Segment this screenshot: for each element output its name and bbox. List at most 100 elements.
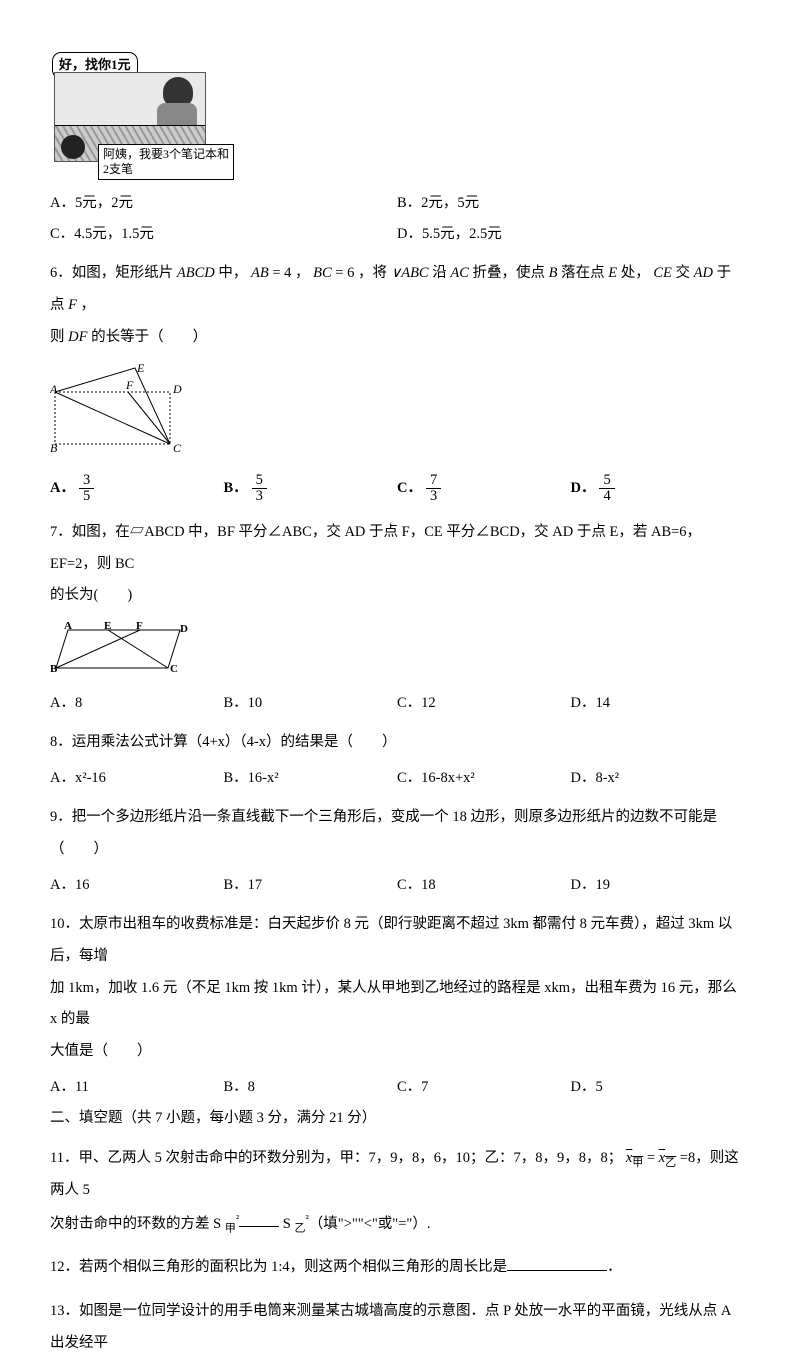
svg-text:E: E bbox=[104, 620, 111, 632]
q9-opt-a: A．16 bbox=[50, 874, 224, 897]
q6-svg: A B C D E F bbox=[50, 362, 200, 457]
q10-opt-b: B．8 bbox=[224, 1076, 398, 1099]
q6-t8: 处， bbox=[617, 265, 653, 281]
svg-text:A: A bbox=[64, 620, 72, 632]
q6-options: A．35 B．53 C．73 D．54 bbox=[50, 473, 744, 504]
q6-d-lbl: D． bbox=[571, 480, 596, 496]
svg-text:C: C bbox=[173, 441, 182, 455]
q11-jia: 甲 bbox=[632, 1156, 643, 1168]
svg-text:B: B bbox=[50, 441, 58, 455]
q6-f: F bbox=[68, 297, 77, 313]
speech-bubble-bottom: 阿姨，我要3个笔记本和2支笔 bbox=[98, 144, 234, 180]
svg-text:E: E bbox=[136, 362, 145, 375]
q7-opt-a: A．8 bbox=[50, 692, 224, 715]
q7-l2: 的长为( ) bbox=[50, 587, 132, 603]
q5-options-row2: C．4.5元，1.5元 D．5.5元，2.5元 bbox=[50, 223, 744, 246]
q6-t1: 6．如图，矩形纸片 bbox=[50, 265, 177, 281]
q6-opt-b: B．53 bbox=[224, 473, 398, 504]
q12-t: 12．若两个相似三角形的面积比为 1:4，则这两个相似三角形的周长比是 bbox=[50, 1259, 507, 1275]
q6-t2: 中， bbox=[215, 265, 251, 281]
q6-b-lbl: B． bbox=[224, 480, 248, 496]
svg-text:B: B bbox=[50, 663, 58, 675]
q6-c-lbl: C． bbox=[397, 480, 422, 496]
q11-eq: = bbox=[643, 1150, 658, 1166]
q6-opt-c: C．73 bbox=[397, 473, 571, 504]
q12-blank bbox=[507, 1256, 607, 1272]
q7-options: A．8 B．10 C．12 D．14 bbox=[50, 692, 744, 715]
q6-b-d: 3 bbox=[252, 489, 267, 504]
q7-opt-d: D．14 bbox=[571, 692, 745, 715]
q10-l2: 加 1km，加收 1.6 元（不足 1km 按 1km 计），某人从甲地到乙地经… bbox=[50, 980, 737, 1028]
question-illustration: 好，找你1元 阿姨，我要3个笔记本和2支笔 bbox=[50, 50, 230, 180]
q13-text: 13．如图是一位同学设计的用手电筒来测量某古城墙高度的示意图．点 P 处放一水平… bbox=[50, 1296, 744, 1360]
svg-text:F: F bbox=[136, 620, 143, 632]
q8-text: 8．运用乘法公式计算（4+x）（4-x）的结果是（ ） bbox=[50, 727, 744, 759]
q7-diagram: A E F D B C bbox=[50, 620, 744, 683]
q7-l1: 7．如图，在▱ABCD 中，BF 平分∠ABC，交 AD 于点 F，CE 平分∠… bbox=[50, 524, 701, 572]
q10-opt-c: C．7 bbox=[397, 1076, 571, 1099]
q8-opt-c: C．16-8x+x² bbox=[397, 767, 571, 790]
q7-text: 7．如图，在▱ABCD 中，BF 平分∠ABC，交 AD 于点 F，CE 平分∠… bbox=[50, 517, 744, 613]
svg-text:F: F bbox=[125, 378, 134, 392]
q12-period: ． bbox=[607, 1259, 622, 1275]
q7-opt-c: C．12 bbox=[397, 692, 571, 715]
q9-opt-c: C．18 bbox=[397, 874, 571, 897]
q6-a-lbl: A． bbox=[50, 480, 75, 496]
q11-yi2: 乙 bbox=[294, 1222, 305, 1234]
q6-opt-a: A．35 bbox=[50, 473, 224, 504]
q6-ce: CE bbox=[653, 265, 672, 281]
q6-d-d: 4 bbox=[599, 489, 614, 504]
q6-t6: 折叠，使点 bbox=[469, 265, 549, 281]
q6-b-n: 5 bbox=[252, 473, 267, 489]
q12-text: 12．若两个相似三角形的面积比为 1:4，则这两个相似三角形的周长比是 ． bbox=[50, 1252, 744, 1284]
q6-t5: 沿 bbox=[429, 265, 451, 281]
q6-e: E bbox=[608, 265, 617, 281]
q6-text: 6．如图，矩形纸片 ABCD 中， AB = 4 ， BC = 6 ，将 ∨AB… bbox=[50, 258, 744, 354]
q10-options: A．11 B．8 C．7 D．5 bbox=[50, 1076, 744, 1099]
q11-text: 11．甲、乙两人 5 次射击命中的环数分别为，甲：7，9，8，6，10；乙：7，… bbox=[50, 1143, 744, 1241]
q9-opt-d: D．19 bbox=[571, 874, 745, 897]
q6-t11: ， bbox=[77, 297, 95, 313]
q11-tail: （填">""<"或"="）. bbox=[309, 1215, 431, 1231]
q10-opt-d: D．5 bbox=[571, 1076, 745, 1099]
q10-l1: 10．太原市出租车的收费标准是：白天起步价 8 元（即行驶距离不超过 3km 都… bbox=[50, 916, 732, 964]
q11-jia2: 甲 bbox=[225, 1222, 236, 1234]
section-2-heading: 二、填空题（共 7 小题，每小题 3 分，满分 21 分） bbox=[50, 1107, 744, 1130]
q5-options-row1: A．5元，2元 B．2元，5元 bbox=[50, 192, 744, 215]
q9-opt-b: B．17 bbox=[224, 874, 398, 897]
q6-b: B bbox=[549, 265, 558, 281]
q6-t4: = 6 ，将 bbox=[332, 265, 391, 281]
q8-opt-d: D．8-x² bbox=[571, 767, 745, 790]
q6-a-n: 3 bbox=[79, 473, 94, 489]
q6-c-d: 3 bbox=[426, 489, 441, 504]
child-head bbox=[61, 135, 85, 159]
q6-a-d: 5 bbox=[79, 489, 94, 504]
q8-opt-b: B．16-x² bbox=[224, 767, 398, 790]
q6-ab: AB bbox=[251, 265, 269, 281]
q7-opt-b: B．10 bbox=[224, 692, 398, 715]
q6-t9: 交 bbox=[672, 265, 694, 281]
q6-c-n: 7 bbox=[426, 473, 441, 489]
q5-opt-b: B．2元，5元 bbox=[397, 192, 744, 215]
q10-text: 10．太原市出租车的收费标准是：白天起步价 8 元（即行驶距离不超过 3km 都… bbox=[50, 909, 744, 1068]
q11-l1a: 11．甲、乙两人 5 次射击命中的环数分别为，甲：7，9，8，6，10；乙：7，… bbox=[50, 1150, 626, 1166]
svg-text:A: A bbox=[50, 382, 58, 396]
q6-t3: = 4 ， bbox=[269, 265, 313, 281]
q6-ac: AC bbox=[450, 265, 469, 281]
svg-text:D: D bbox=[180, 623, 188, 635]
q11-blank bbox=[239, 1212, 279, 1228]
q7-svg: A E F D B C bbox=[50, 620, 200, 675]
q6-t7: 落在点 bbox=[558, 265, 609, 281]
q6-t13: 的长等于（ ） bbox=[87, 329, 207, 345]
q8-options: A．x²-16 B．16-x² C．16-8x+x² D．8-x² bbox=[50, 767, 744, 790]
q5-opt-a: A．5元，2元 bbox=[50, 192, 397, 215]
q6-df: DF bbox=[68, 329, 87, 345]
q6-vabc: ∨ABC bbox=[391, 265, 429, 281]
svg-text:C: C bbox=[170, 663, 178, 675]
q10-opt-a: A．11 bbox=[50, 1076, 224, 1099]
q9-text: 9．把一个多边形纸片沿一条直线截下一个三角形后，变成一个 18 边形，则原多边形… bbox=[50, 802, 744, 866]
q11-mid: S bbox=[279, 1215, 294, 1231]
svg-text:D: D bbox=[172, 382, 182, 396]
q5-opt-c: C．4.5元，1.5元 bbox=[50, 223, 397, 246]
q5-opt-d: D．5.5元，2.5元 bbox=[397, 223, 744, 246]
